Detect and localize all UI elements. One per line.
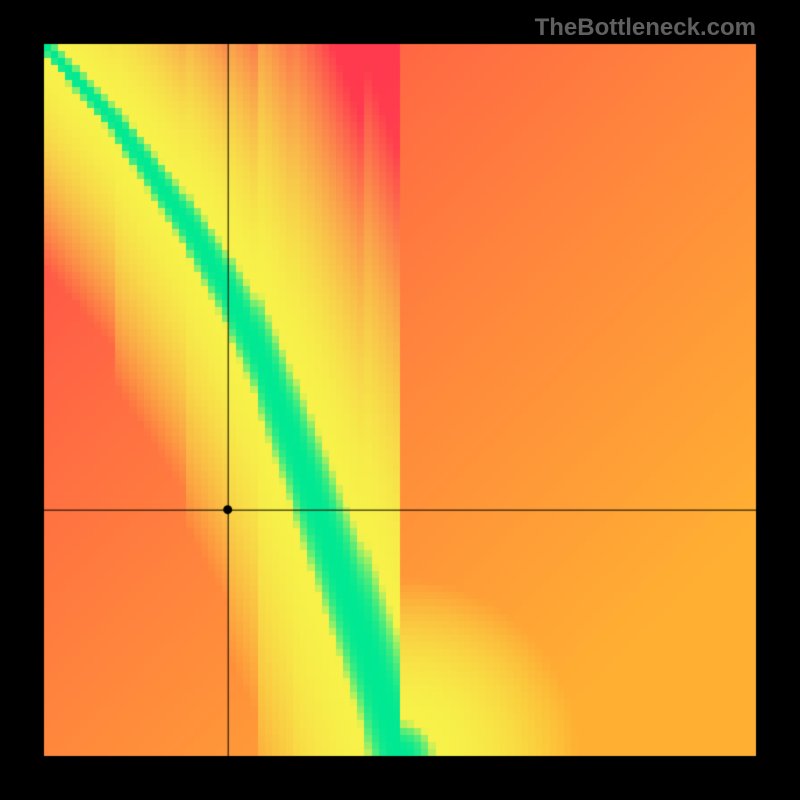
chart-container: TheBottleneck.com bbox=[0, 0, 800, 800]
heatmap-canvas bbox=[0, 0, 800, 800]
watermark-text: TheBottleneck.com bbox=[535, 14, 756, 42]
